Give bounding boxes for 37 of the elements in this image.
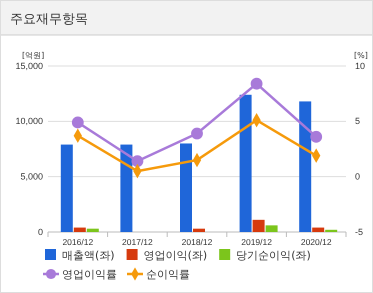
y2-axis-title: [%] [354, 51, 368, 60]
bar [240, 94, 252, 232]
legend-label: 당기순이익(좌) [236, 249, 311, 262]
point [250, 78, 263, 90]
y2-tick-label: 5 [355, 116, 360, 126]
y-tick-label: 10,000 [15, 116, 43, 126]
y2-tick-label: -5 [355, 226, 364, 237]
point [310, 130, 322, 143]
x-tick-label: 2017/12 [122, 237, 154, 248]
legend-label: 순이익률 [146, 268, 190, 281]
y-axis-title: [억원] [22, 51, 44, 60]
point [131, 155, 144, 168]
bar [299, 101, 312, 232]
legend-label: 매출액(좌) [62, 249, 115, 262]
y-tick-label: 15,000 [15, 60, 43, 71]
legend-label: 영업이익(좌) [144, 249, 208, 262]
bar [86, 228, 99, 232]
bar [252, 220, 265, 232]
x-tick-label: 2019/12 [241, 237, 272, 248]
y-tick-label: 5,000 [20, 172, 43, 182]
bar [266, 225, 278, 232]
bar [60, 144, 73, 232]
chart-title: 주요재무항목 [10, 12, 88, 27]
bar [312, 228, 324, 232]
point [72, 116, 84, 128]
bar [180, 143, 192, 232]
x-tick-label: 2016/12 [62, 237, 94, 248]
point [191, 128, 203, 140]
y-tick-label: 0 [38, 226, 43, 237]
bar [193, 228, 205, 232]
bar [74, 228, 86, 232]
y2-tick-label: 0 [355, 172, 360, 182]
y2-tick-label: 10 [355, 60, 366, 71]
x-tick-label: 2020/12 [300, 237, 332, 248]
legend-label: 영업이익률 [62, 268, 117, 281]
bar [120, 144, 132, 232]
x-tick-label: 2018/12 [182, 237, 213, 248]
